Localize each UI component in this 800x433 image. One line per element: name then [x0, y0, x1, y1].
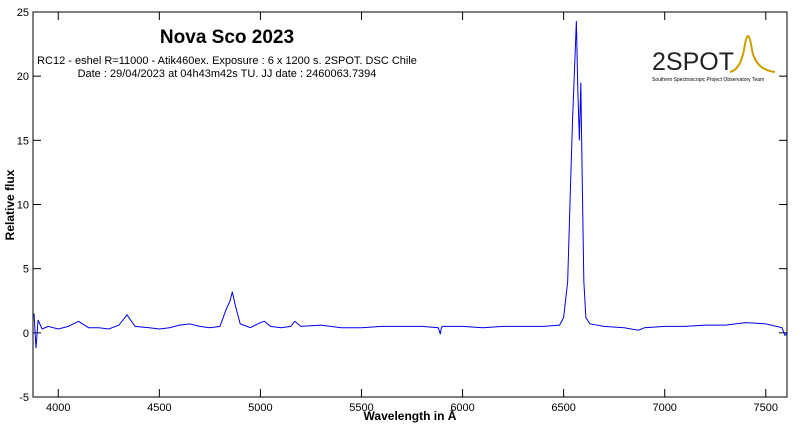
- subtitle: RC12 - eshel R=11000 - Atik460ex. Exposu…: [37, 55, 417, 67]
- y-tick-label: 20: [17, 71, 29, 83]
- logo-caption: Southern Spectroscopic Project Observato…: [652, 77, 764, 83]
- y-tick-label: 15: [17, 135, 29, 147]
- y-tick-label: 10: [17, 200, 29, 212]
- x-tick-label: 6000: [450, 402, 474, 414]
- y-tick-label: 5: [23, 264, 29, 276]
- y-tick-label: -5: [19, 392, 29, 404]
- x-tick-label: 5500: [349, 402, 373, 414]
- x-tick-label: 7500: [754, 402, 778, 414]
- logo-curve: [729, 35, 776, 73]
- spectrum-line: [33, 20, 788, 349]
- logo: 2SPOT Southern Spectroscopic Project Obs…: [652, 35, 776, 83]
- x-tick-label: 6500: [551, 402, 575, 414]
- x-tick-label: 4000: [46, 402, 70, 414]
- y-axis-label: Relative flux: [3, 169, 17, 240]
- logo-name: 2SPOT: [652, 48, 734, 76]
- x-axis-label: Wavelength in Å: [364, 408, 457, 423]
- chart-title: Nova Sco 2023: [160, 27, 294, 48]
- x-tick-label: 5000: [248, 402, 272, 414]
- subtitle: Date : 29/04/2023 at 04h43m42s TU. JJ da…: [78, 68, 377, 80]
- x-tick-label: 4500: [147, 402, 171, 414]
- y-tick-label: 0: [23, 328, 29, 340]
- x-tick-label: 7000: [652, 402, 676, 414]
- y-tick-label: 25: [17, 7, 29, 19]
